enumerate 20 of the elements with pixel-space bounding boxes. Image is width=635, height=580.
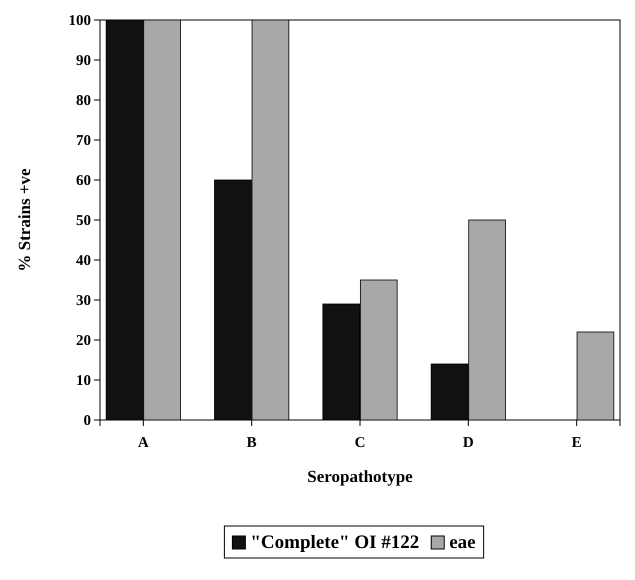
x-tick-label: A — [138, 435, 149, 451]
legend-label: eae — [449, 532, 476, 553]
x-tick-label: C — [354, 435, 366, 451]
y-tick-label: 90 — [76, 52, 91, 69]
x-axis-title: Seropathotype — [307, 467, 414, 486]
x-tick-label: D — [462, 435, 474, 451]
y-tick-label: 80 — [76, 92, 91, 109]
y-tick-label: 70 — [76, 132, 91, 149]
y-tick-label: 0 — [84, 412, 91, 429]
y-tick-label: 50 — [76, 212, 91, 229]
x-tick-label: B — [246, 435, 257, 451]
y-tick-label: 20 — [76, 332, 91, 349]
y-tick-label: 40 — [76, 252, 91, 269]
y-tick-label: 10 — [76, 372, 91, 389]
x-tick-label: E — [572, 435, 582, 451]
y-tick-label: 60 — [76, 172, 91, 189]
y-tick-label: 100 — [68, 12, 91, 29]
y-tick-label: 30 — [76, 292, 91, 309]
legend-label: "Complete" OI #122 — [250, 532, 420, 553]
y-axis-title: % Strains +ve — [15, 168, 34, 272]
